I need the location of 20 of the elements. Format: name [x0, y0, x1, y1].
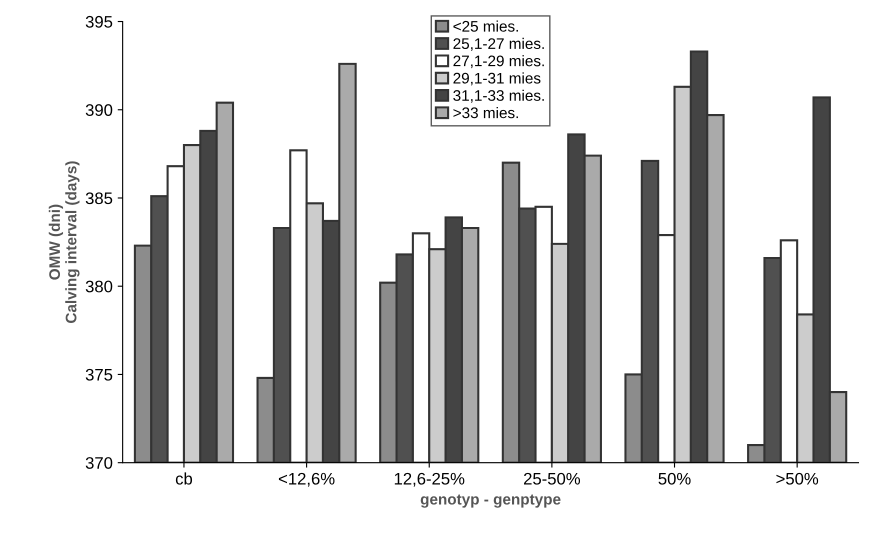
x-tick-label: 12,6-25% — [394, 472, 464, 487]
x-tick-label: cb — [176, 472, 192, 485]
legend-label: 27,1-29 mies. — [453, 55, 544, 68]
y-tick-label: 380 — [86, 280, 112, 292]
legend-label: 31,1-33 mies. — [453, 90, 544, 103]
x-tick-label: 25-50% — [524, 472, 580, 485]
legend-label: 25,1-27 mies. — [453, 38, 544, 51]
y-tick-label: 370 — [86, 457, 112, 469]
legend-label: >33 mies. — [453, 106, 518, 118]
y-tick-label: 395 — [86, 16, 112, 28]
legend-label: 29,1-31 mies — [453, 72, 540, 86]
y-axis-title: OMW (dni) Calving interval (days) — [48, 161, 80, 323]
y-tick-label: 375 — [86, 368, 112, 381]
x-axis-title: genotyp - genptype — [420, 494, 560, 508]
x-tick-label: >50% — [776, 472, 818, 485]
x-tick-label: <12,6% — [278, 472, 335, 487]
legend-label: <25 mies. — [453, 20, 518, 32]
x-tick-label: 50% — [658, 472, 691, 485]
y-tick-label: 390 — [86, 104, 112, 116]
y-tick-label: 385 — [86, 192, 112, 204]
